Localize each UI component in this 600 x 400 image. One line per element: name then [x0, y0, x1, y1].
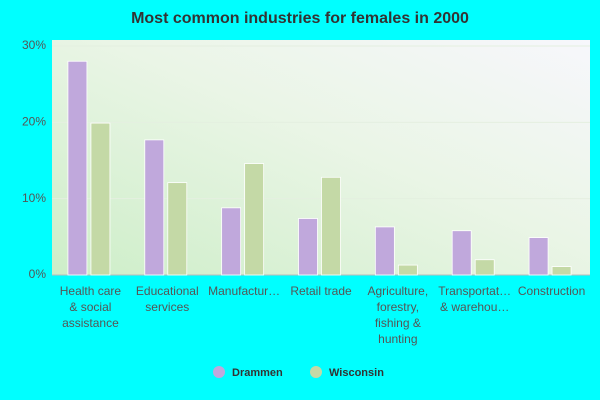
x-tick-label: Construction: [518, 284, 585, 298]
chart-title: Most common industries for females in 20…: [131, 10, 469, 27]
x-tick-label: fishing &: [375, 316, 421, 330]
x-tick-label: Educational: [136, 284, 199, 298]
bar: [321, 176, 341, 276]
bar: [67, 60, 88, 276]
bar: [144, 139, 165, 276]
x-tick-label: & warehou…: [440, 300, 509, 314]
x-tick-label: forestry,: [377, 300, 419, 314]
x-tick-label: Agriculture,: [368, 284, 429, 298]
bar: [451, 230, 472, 276]
bar: [397, 264, 418, 276]
x-tick-label: Retail trade: [290, 284, 352, 298]
legend-swatch: [310, 366, 322, 378]
legend-label: Drammen: [232, 367, 283, 379]
bar: [167, 182, 188, 276]
bar: [528, 237, 549, 276]
legend-swatch: [213, 366, 225, 378]
x-tick-label: Health care: [60, 284, 122, 298]
y-tick-label: 10%: [22, 191, 46, 205]
bar: [90, 122, 111, 276]
y-tick-label: 20%: [22, 115, 46, 129]
y-tick-label: 0%: [29, 267, 47, 281]
x-tick-label: Manufactur…: [208, 284, 280, 298]
x-tick-label: assistance: [62, 316, 119, 330]
x-tick-label: & social: [69, 300, 111, 314]
bar: [551, 266, 572, 276]
plot-area: [52, 40, 590, 275]
x-tick-label: hunting: [378, 332, 417, 346]
x-tick-label: services: [145, 300, 189, 314]
legend-label: Wisconsin: [329, 367, 384, 379]
x-tick-label: Transportat…: [438, 284, 511, 298]
bar: [298, 218, 318, 276]
bar: [374, 226, 395, 276]
bar: [244, 163, 265, 276]
y-tick-label: 30%: [22, 38, 46, 52]
bar: [221, 207, 242, 276]
bar: [474, 259, 495, 276]
